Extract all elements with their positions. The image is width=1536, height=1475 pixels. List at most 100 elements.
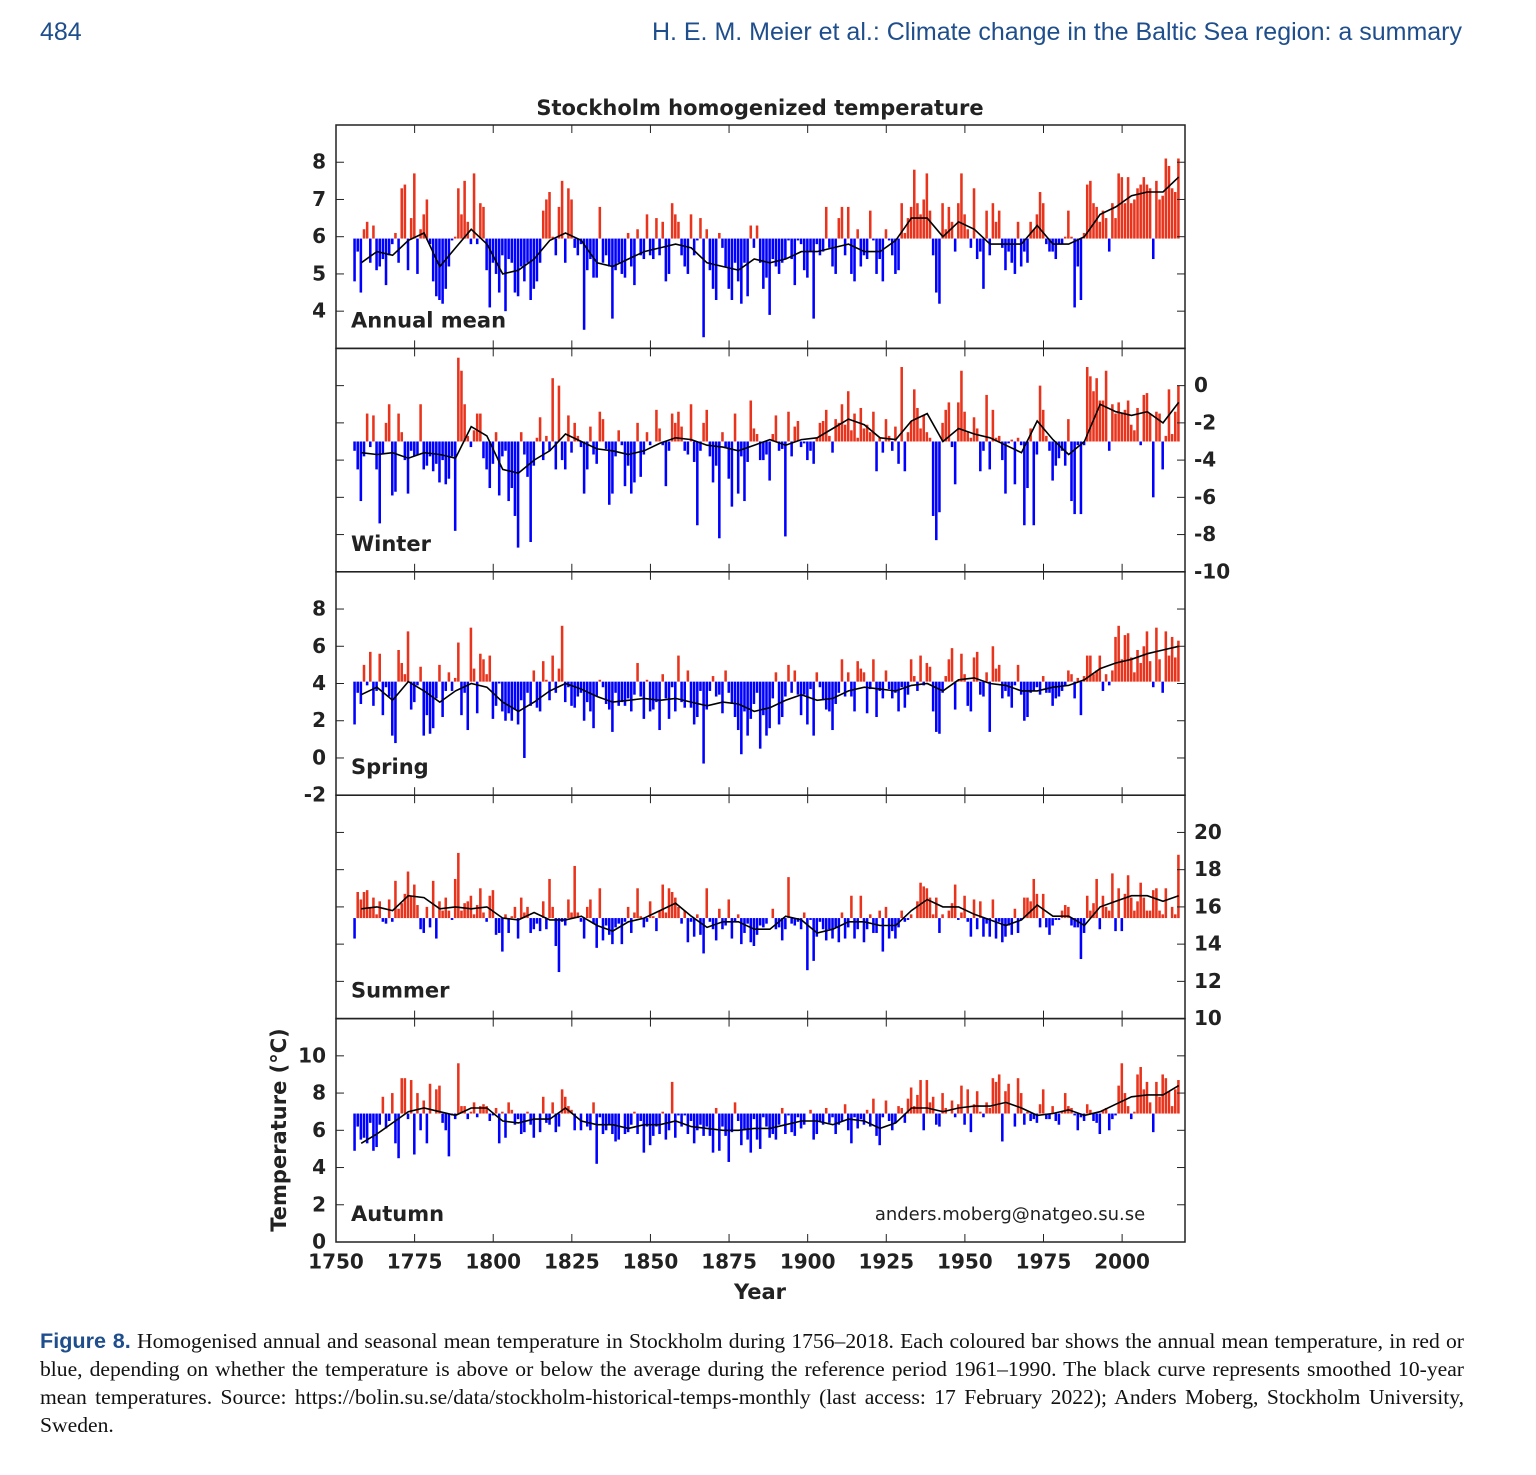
bar	[1133, 430, 1136, 442]
bar	[881, 1113, 885, 1118]
bar	[523, 681, 526, 758]
bar	[950, 903, 954, 919]
bar	[821, 238, 825, 252]
running-title: H. E. M. Meier et al.: Climate change in…	[651, 18, 1462, 46]
bar	[884, 906, 888, 919]
bar	[733, 238, 737, 263]
bar	[441, 910, 444, 919]
bar	[975, 238, 979, 260]
bar	[633, 1111, 636, 1114]
y-axis-label: Temperature (°C)	[267, 1028, 291, 1231]
bar	[463, 404, 466, 442]
bar	[991, 409, 995, 442]
bar	[1161, 914, 1164, 919]
bar	[1148, 910, 1152, 919]
bar	[664, 1113, 668, 1140]
bar	[409, 441, 413, 451]
bar	[960, 912, 963, 919]
bar	[535, 918, 539, 924]
bar	[397, 413, 400, 442]
bar	[1063, 1093, 1067, 1114]
bar	[1060, 910, 1064, 919]
bar	[491, 441, 495, 464]
bar	[519, 897, 523, 919]
bar	[878, 910, 881, 919]
bar	[397, 1113, 400, 1159]
bar	[1045, 435, 1048, 442]
bar	[519, 681, 523, 701]
bar	[897, 238, 900, 271]
bar	[812, 441, 815, 464]
bar	[1079, 918, 1083, 960]
bar	[972, 899, 976, 919]
bar	[595, 681, 598, 697]
bar	[856, 661, 859, 682]
bar	[979, 681, 982, 695]
bar	[425, 1113, 429, 1144]
bar	[969, 1113, 973, 1133]
bar	[1136, 901, 1139, 919]
bar	[796, 1113, 800, 1118]
bar	[790, 681, 793, 693]
bar	[714, 918, 718, 941]
bar	[670, 413, 674, 442]
bar	[611, 681, 614, 732]
bar	[749, 1113, 753, 1153]
bar	[510, 916, 514, 919]
bar	[661, 884, 664, 919]
bar	[362, 229, 366, 239]
bar	[890, 918, 894, 932]
bar	[532, 238, 536, 289]
bar	[598, 206, 602, 239]
bar	[1111, 404, 1114, 442]
bar	[1089, 1109, 1092, 1114]
bar	[1089, 376, 1092, 442]
bar	[900, 367, 903, 442]
bar	[733, 413, 737, 442]
bar	[768, 238, 771, 315]
bar	[1085, 895, 1089, 919]
bar	[752, 681, 756, 704]
bar	[699, 218, 702, 239]
bar	[661, 1111, 664, 1114]
bar	[1164, 435, 1168, 442]
bar	[850, 430, 853, 442]
bar	[1142, 897, 1146, 919]
bar	[1123, 893, 1127, 919]
bar	[749, 918, 753, 943]
bar	[708, 1113, 712, 1136]
bar	[526, 441, 529, 477]
bar	[1120, 413, 1124, 442]
bar	[736, 681, 740, 731]
bar	[1104, 674, 1108, 682]
bar	[444, 238, 448, 289]
bar	[563, 918, 567, 926]
bar	[526, 906, 529, 919]
bar	[409, 1080, 413, 1114]
bar	[422, 681, 426, 736]
bar	[727, 899, 731, 919]
bar	[790, 238, 793, 260]
bar	[466, 901, 470, 919]
bar	[834, 681, 837, 704]
bar	[941, 1093, 944, 1114]
bar	[994, 221, 998, 239]
bar	[1139, 184, 1142, 239]
bar	[626, 1113, 630, 1133]
bar	[387, 404, 391, 442]
bar	[413, 1113, 416, 1155]
bar	[884, 419, 888, 442]
bar	[1170, 636, 1174, 682]
bar	[353, 918, 356, 939]
bar	[664, 238, 668, 282]
bar	[966, 229, 970, 239]
bar	[406, 871, 410, 919]
bar	[403, 441, 407, 461]
bar	[680, 1113, 683, 1127]
bar	[1063, 681, 1067, 686]
bar	[796, 918, 800, 922]
bar	[906, 918, 910, 920]
bar	[463, 1106, 466, 1114]
bar	[947, 402, 951, 442]
bar	[529, 441, 532, 543]
